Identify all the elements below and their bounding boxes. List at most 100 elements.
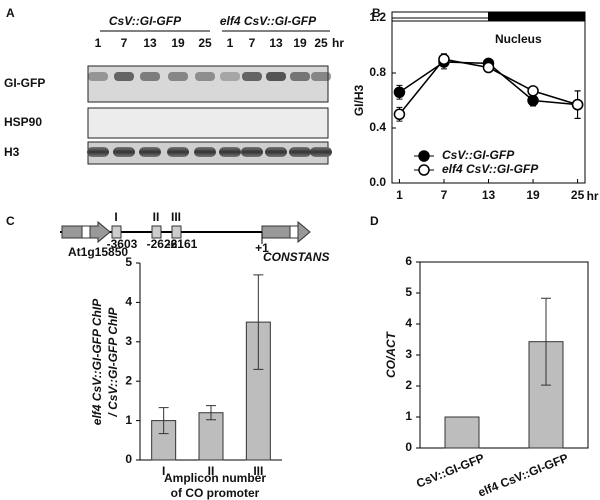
legend-marker (418, 164, 430, 176)
y-tick-label: 3 (405, 347, 412, 361)
x-axis-label: Amplicon number (164, 471, 266, 485)
timepoint: 13 (143, 36, 157, 50)
legend-label: CsV::GI-GFP (442, 148, 515, 162)
y-tick-label: 6 (405, 254, 412, 268)
x-tick-label: III (253, 464, 263, 478)
x-tick-label: 7 (441, 188, 448, 202)
x-tick-label: 1 (396, 188, 403, 202)
dark-period (488, 11, 586, 22)
error-bar (541, 297, 551, 386)
timepoint: 7 (121, 36, 128, 50)
band (219, 147, 241, 157)
y-tick-label: 4 (125, 295, 132, 309)
band (311, 72, 331, 81)
blot-gi-gfp (87, 65, 329, 103)
y-tick-label: 0.0 (369, 175, 386, 189)
timepoint: 25 (198, 36, 212, 50)
band (290, 72, 310, 81)
panel-label: C (6, 214, 15, 228)
band (266, 72, 286, 81)
y-tick-label: 1.2 (369, 10, 386, 24)
timepoint: 1 (95, 36, 102, 50)
band (242, 72, 262, 81)
y-tick-label: 5 (125, 255, 132, 269)
blot-bands (87, 72, 332, 157)
timepoint: 13 (269, 36, 283, 50)
x-tick-label: I (162, 464, 165, 478)
timepoint: 19 (171, 36, 185, 50)
group-label: elf4 CsV::GI-GFP (220, 14, 317, 28)
x-tick-label: 25 (571, 188, 585, 202)
band (310, 147, 332, 157)
x-tick-label: II (208, 464, 215, 478)
row-label: HSP90 (4, 115, 42, 129)
group-label: CsV::GI-GFP (109, 14, 182, 28)
band (265, 147, 287, 157)
gene-label: At1g15850 (68, 245, 128, 259)
amplicon-position: -3603 (107, 237, 138, 251)
band (168, 72, 188, 81)
y-axis-label: elf4 CsV::GI-GFP ChIP (90, 298, 104, 425)
y-tick-label: 2 (125, 373, 132, 387)
amplicon-position: -2626 (147, 237, 178, 251)
amplicon-label: II (153, 210, 160, 224)
row-label: GI-GFP (4, 76, 45, 90)
band (113, 147, 135, 157)
amplicon-label: III (171, 210, 181, 224)
band (289, 147, 311, 157)
error-bar (206, 405, 216, 421)
y-tick-label: 1 (405, 409, 412, 423)
x-axis-label: hr (587, 189, 599, 203)
y-tick-label: 1 (125, 413, 132, 427)
error-bar (158, 407, 169, 435)
timepoint: 19 (293, 36, 307, 50)
legend-label: elf4 CsV::GI-GFP (442, 162, 539, 176)
marker (438, 53, 450, 65)
bar (444, 416, 480, 449)
marker (527, 85, 539, 97)
x-axis-label: of CO promoter (171, 486, 260, 500)
blot-hsp90 (87, 107, 329, 139)
y-axis-label: GI/H3 (352, 85, 366, 117)
marker (527, 94, 539, 107)
band (167, 147, 189, 157)
x-tick-label: 19 (526, 188, 540, 202)
error-bar (253, 274, 264, 370)
band (114, 72, 134, 81)
y-tick-label: 2 (405, 378, 412, 392)
y-axis-label: / CsV::GI-GFP ChIP (106, 306, 120, 417)
annotation: Nucleus (495, 32, 542, 46)
marker (482, 61, 495, 74)
timepoint: 25 (314, 36, 328, 50)
y-tick-label: 4 (405, 316, 412, 330)
timepoint: 7 (249, 36, 256, 50)
band (140, 72, 160, 81)
unit: hr (332, 36, 344, 50)
y-tick-label: 0.4 (369, 120, 386, 134)
amplicon-position: -2161 (167, 237, 198, 251)
band (87, 147, 109, 157)
panel-label: D (370, 214, 379, 228)
marker (393, 86, 406, 98)
row-label: H3 (4, 145, 20, 159)
gene-label: CONSTANS (263, 250, 329, 264)
band (88, 72, 108, 81)
y-tick-label: 3 (125, 334, 132, 348)
x-tick-label: CsV::GI-GFP (414, 451, 486, 491)
panel-label: B (372, 6, 381, 20)
y-tick-label: 0.8 (369, 65, 386, 79)
bar (198, 412, 224, 461)
band (139, 147, 161, 157)
y-tick-label: 5 (405, 285, 412, 299)
tss-label: +1 (255, 241, 269, 255)
amplicon-label: I (114, 210, 117, 224)
marker (571, 98, 584, 111)
timepoint: 1 (227, 36, 234, 50)
band (195, 72, 215, 81)
gene-diagram (60, 220, 311, 244)
band (241, 147, 263, 157)
x-tick-label: elf4 CsV::GI-GFP (476, 451, 570, 500)
band (194, 147, 216, 157)
legend-marker (418, 150, 430, 162)
